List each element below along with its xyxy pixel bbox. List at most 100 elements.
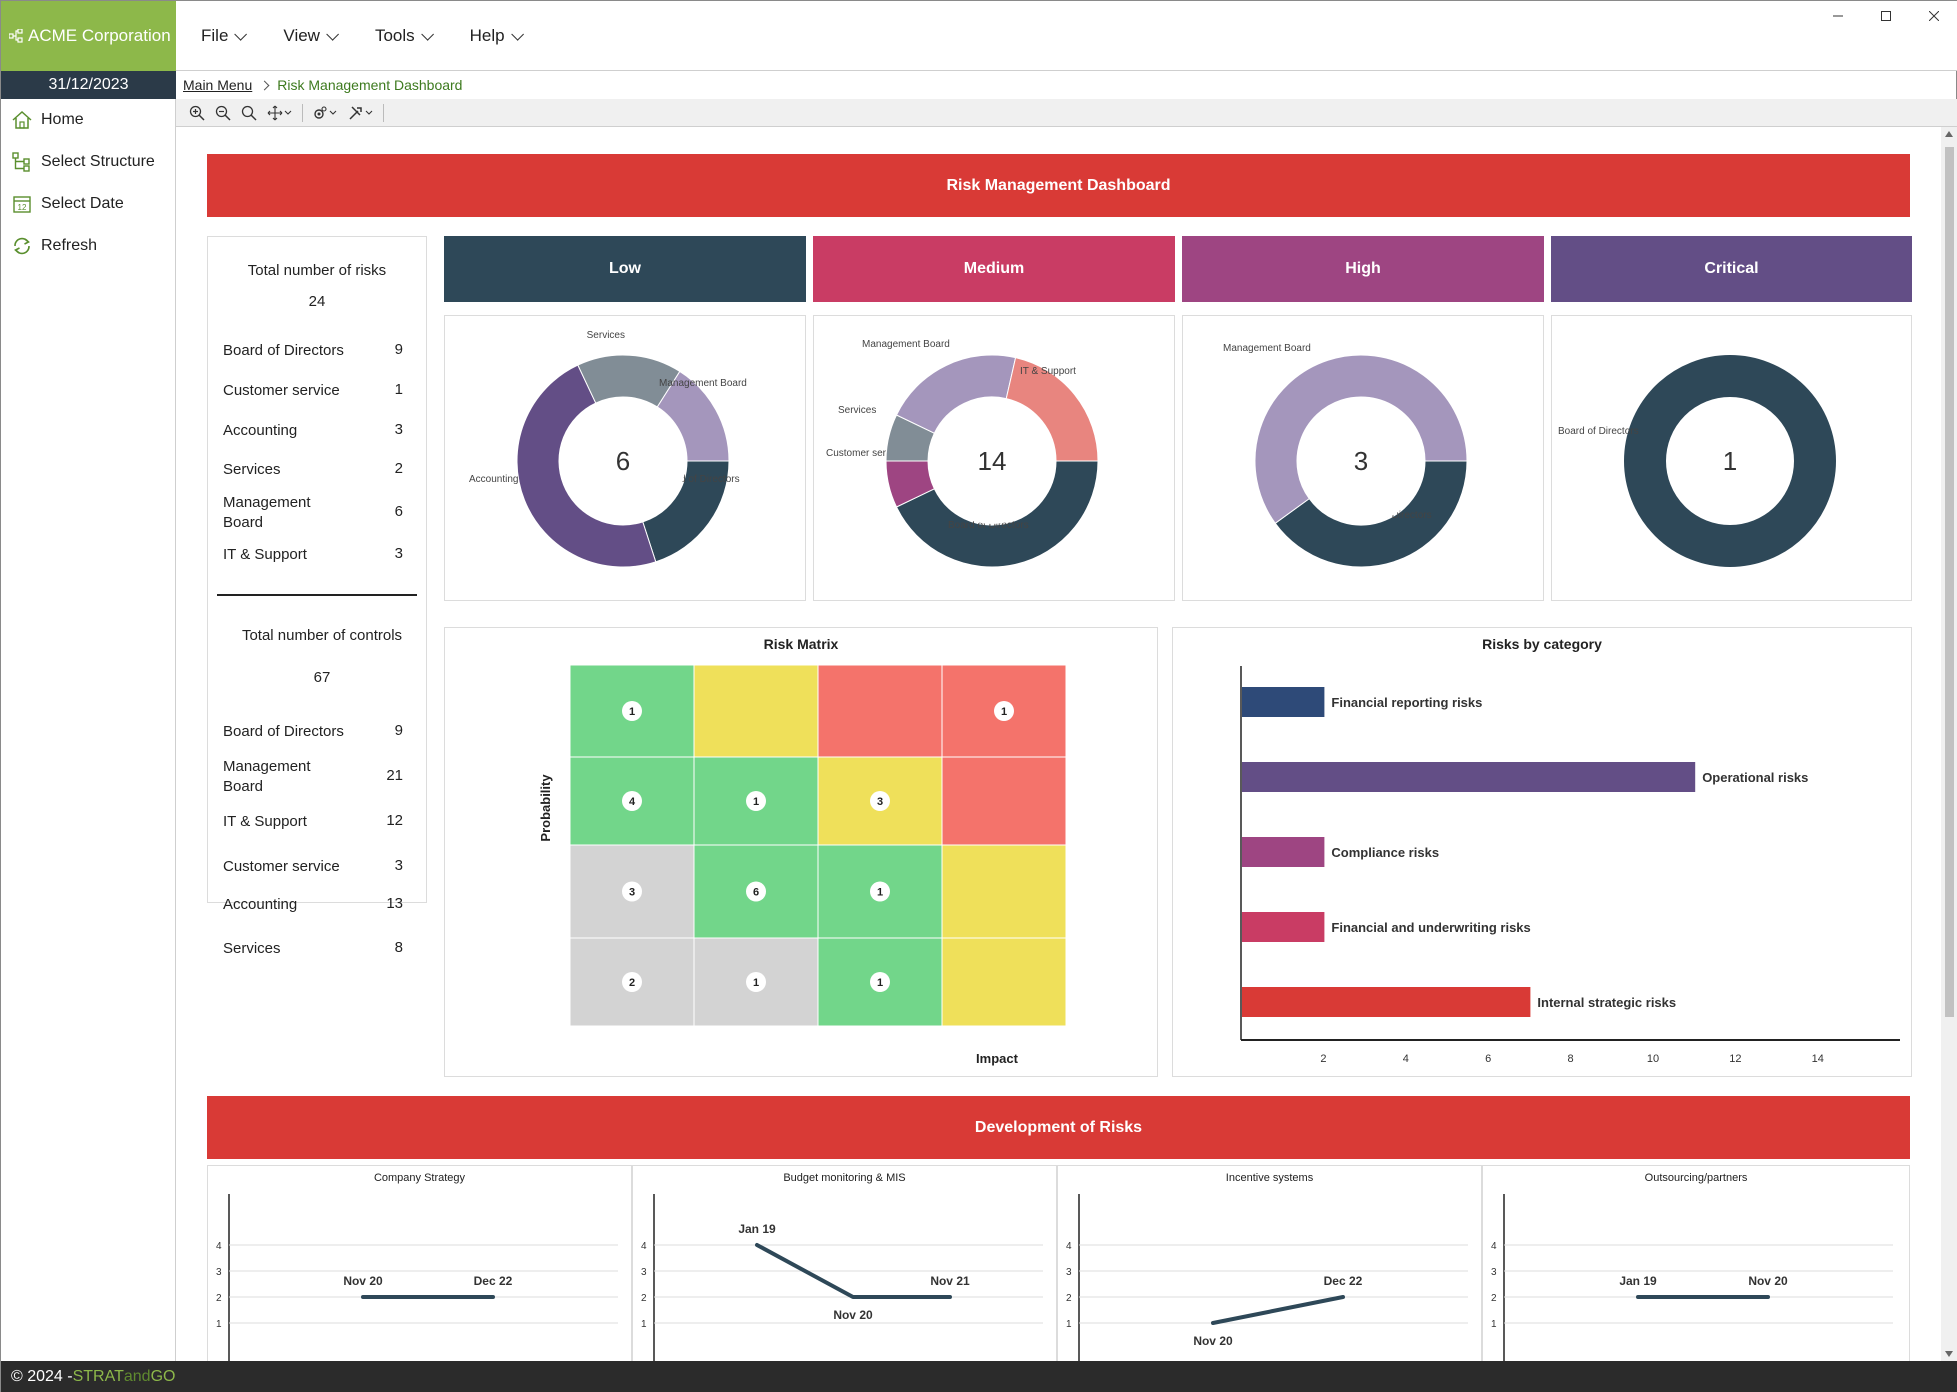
minimize-button[interactable]	[1814, 1, 1862, 31]
risks-by-category-chart: Financial reporting risks Operational ris…	[1240, 666, 1900, 1065]
category-bar	[1242, 987, 1531, 1017]
vertical-scrollbar[interactable]	[1941, 127, 1957, 1361]
zoom-in-button[interactable]	[184, 102, 210, 124]
matrix-cell	[817, 664, 943, 758]
line-chart: 1 2 3 4 Nov 20 Dec 22	[216, 1194, 618, 1361]
close-button[interactable]	[1910, 1, 1957, 31]
risk-count-row: IT & Support 3	[223, 545, 403, 565]
menu-file[interactable]: File	[201, 26, 248, 46]
gear-icon	[314, 105, 337, 119]
maximize-button[interactable]	[1862, 1, 1910, 31]
menu-file-label: File	[201, 26, 229, 45]
tools-dropdown[interactable]	[343, 102, 379, 124]
matrix-cell	[693, 664, 819, 758]
donut-slice-label: Management Board	[659, 378, 747, 389]
row-value: 3	[394, 545, 403, 562]
scroll-thumb[interactable]	[1945, 147, 1954, 1017]
matrix-count-badge	[622, 791, 642, 811]
breadcrumb-main-menu[interactable]: Main Menu	[183, 77, 253, 93]
matrix-count: 2	[629, 977, 635, 989]
toolbar-divider	[302, 103, 303, 122]
tools-icon	[349, 105, 373, 120]
x-tick-label: 2	[1320, 1053, 1326, 1065]
control-count-row: IT & Support 12	[223, 812, 403, 832]
sidebar-item-home[interactable]: Home	[1, 99, 175, 141]
menu-view[interactable]: View	[283, 26, 339, 46]
donut-hole	[1667, 398, 1793, 524]
matrix-count-badge	[622, 701, 642, 721]
matrix-count: 6	[753, 887, 759, 899]
category-bar	[1242, 762, 1696, 792]
development-banner: Development of Risks	[207, 1096, 1910, 1159]
row-label: Management Board	[223, 758, 311, 795]
menu-help[interactable]: Help	[470, 26, 524, 46]
severity-label: Critical	[1704, 260, 1759, 277]
sidebar-item-select-date[interactable]: 12 Select Date	[1, 183, 175, 225]
donut-total: 6	[616, 446, 630, 476]
matrix-xlabel: Impact	[976, 1051, 1019, 1066]
scroll-up-icon[interactable]	[1945, 131, 1953, 137]
category-label: Internal strategic risks	[1537, 995, 1676, 1010]
point-label: Dec 22	[474, 1274, 513, 1288]
severity-header-medium: Medium	[813, 236, 1175, 302]
donut-slice-label: Board of Directors	[948, 520, 1029, 531]
scroll-down-icon[interactable]	[1945, 1351, 1953, 1357]
zoom-out-button[interactable]	[210, 102, 236, 124]
y-tick-label: 3	[1066, 1267, 1072, 1278]
matrix-count: 1	[629, 706, 635, 718]
menu-tools[interactable]: Tools	[374, 26, 434, 46]
structure-icon	[12, 152, 30, 172]
donut-slice-label: Board of Directors	[659, 474, 740, 485]
donut-total: 3	[1354, 446, 1368, 476]
x-tick-label: 8	[1568, 1053, 1574, 1065]
donut-slice-label: Customer service	[826, 448, 904, 459]
brand-tile[interactable]: ACME Corporation	[1, 1, 176, 71]
svg-text:12: 12	[18, 203, 27, 212]
pan-dropdown[interactable]	[262, 102, 298, 124]
control-count-row: Services 8	[223, 939, 403, 959]
mini-chart-title: Outsourcing/partners	[1644, 1172, 1748, 1184]
zoom-reset-button[interactable]	[236, 102, 262, 124]
line-chart: 1 2 3 4 Nov 20 Dec 22	[1066, 1194, 1468, 1361]
matrix-count-badge	[622, 972, 642, 992]
matrix-count: 4	[629, 796, 636, 808]
x-tick-label: 10	[1647, 1053, 1659, 1065]
y-tick-label: 1	[1491, 1319, 1497, 1330]
control-count-row: Board of Directors 9	[223, 722, 403, 742]
sidebar-item-label: Select Structure	[41, 153, 155, 170]
sidebar-item-select-structure[interactable]: Select Structure	[1, 141, 175, 183]
point-label: Nov 20	[343, 1274, 383, 1288]
x-tick-label: 14	[1812, 1053, 1824, 1065]
point-label: Nov 20	[1748, 1274, 1788, 1288]
matrix-count: 1	[877, 887, 883, 899]
dev-panel-budget: Budget monitoring & MIS 1 2 3 4 Jan 19 Nov 20…	[632, 1165, 1057, 1361]
donut-hole	[929, 398, 1055, 524]
y-tick-label: 4	[1066, 1241, 1072, 1252]
brand-name: ACME Corporation	[28, 26, 171, 45]
menu-tools-label: Tools	[374, 26, 415, 45]
row-label: Board of Directors	[223, 342, 344, 359]
donut-hole	[560, 398, 686, 524]
mini-chart-title: Budget monitoring & MIS	[783, 1172, 906, 1184]
sidebar-item-label: Refresh	[41, 237, 98, 254]
chevron-right-icon	[259, 80, 270, 90]
matrix-count-badge	[622, 881, 642, 902]
matrix-count: 1	[877, 977, 883, 989]
sidebar-item-refresh[interactable]: Refresh	[1, 225, 175, 267]
risk-matrix-title: Risk Matrix	[763, 636, 839, 652]
severity-label: Medium	[963, 260, 1025, 277]
y-tick-label: 3	[216, 1267, 222, 1278]
dashboard-content: Risk Management Dashboard Total number o…	[176, 127, 1941, 1361]
breadcrumb: Main Menu Risk Management Dashboard	[183, 73, 462, 97]
org-structure-icon	[9, 29, 23, 43]
severity-header-high: High	[1182, 236, 1544, 302]
donut-slice	[1254, 354, 1468, 525]
matrix-count-badge	[870, 972, 890, 992]
settings-dropdown[interactable]	[307, 102, 343, 124]
divider	[217, 594, 417, 596]
row-value: 1	[394, 381, 403, 398]
y-tick-label: 4	[1491, 1241, 1497, 1252]
refresh-icon	[14, 237, 30, 255]
calendar-icon: 12	[13, 196, 31, 213]
